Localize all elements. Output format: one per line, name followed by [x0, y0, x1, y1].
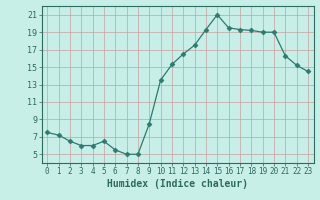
X-axis label: Humidex (Indice chaleur): Humidex (Indice chaleur)	[107, 179, 248, 189]
